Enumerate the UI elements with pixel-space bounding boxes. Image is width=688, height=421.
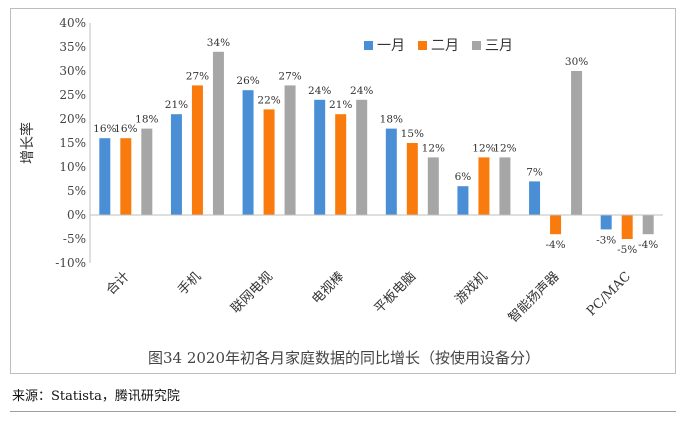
bottom-divider <box>10 411 676 412</box>
data-label: 34% <box>207 37 230 49</box>
bar <box>550 215 562 235</box>
bar <box>529 181 541 215</box>
data-label: 30% <box>565 56 588 68</box>
data-label: 27% <box>186 70 209 82</box>
data-label: -5% <box>617 244 637 256</box>
bar <box>242 90 254 215</box>
y-tick-label: 40% <box>59 16 86 30</box>
data-label: 21% <box>165 99 188 111</box>
data-label: 24% <box>308 85 331 97</box>
data-label: 7% <box>526 166 543 178</box>
x-tick-label: 平板电脑 <box>372 269 419 316</box>
y-tick-label: -5% <box>63 232 86 246</box>
bar <box>427 157 439 215</box>
data-label: 12% <box>493 142 516 154</box>
x-tick-label: PC/MAC <box>584 269 634 319</box>
bar <box>141 128 153 215</box>
bar <box>571 71 583 215</box>
data-label: 16% <box>93 123 116 135</box>
data-label: -4% <box>545 239 565 251</box>
x-tick-label: 手机 <box>175 269 204 298</box>
y-axis-label: 增长率 <box>19 122 36 164</box>
bar <box>499 157 511 215</box>
data-label: 21% <box>329 99 352 111</box>
data-label: 22% <box>257 94 280 106</box>
data-label: 12% <box>422 142 445 154</box>
y-tick-label: -10% <box>55 256 86 270</box>
x-tick-label: 合计 <box>104 269 133 298</box>
data-label: 12% <box>472 142 495 154</box>
bar <box>99 138 111 215</box>
y-tick-label: 10% <box>59 160 86 174</box>
bar <box>314 99 326 215</box>
y-tick-label: 35% <box>59 40 86 54</box>
bar <box>212 51 224 215</box>
y-tick-label: 30% <box>59 64 86 78</box>
data-label: 16% <box>114 123 137 135</box>
y-tick-label: 20% <box>59 112 86 126</box>
bar <box>406 143 418 215</box>
x-tick-label: 联网电视 <box>229 269 276 316</box>
bar <box>642 215 654 235</box>
y-tick-label: 25% <box>59 88 86 102</box>
legend-swatch <box>364 41 373 50</box>
data-label: 24% <box>350 85 373 97</box>
y-tick-label: 0% <box>67 208 86 222</box>
bar <box>356 99 368 215</box>
bar <box>478 157 490 215</box>
legend-label: 一月 <box>377 38 405 54</box>
x-tick-label: 游戏机 <box>453 269 491 307</box>
bar <box>385 128 397 215</box>
x-tick-label: 电视棒 <box>309 269 347 307</box>
bar <box>621 215 633 239</box>
x-tick-label: 智能扬声器 <box>506 269 563 326</box>
legend-swatch <box>472 41 481 50</box>
legend-label: 三月 <box>485 38 513 54</box>
bar <box>191 85 203 216</box>
data-label: -3% <box>596 234 616 246</box>
data-label: 18% <box>380 114 403 126</box>
chart-frame: -10% -5% 0% 5% 10% 15% 20% 25% 30% 35% 40% 增长率 16% 16… <box>10 8 676 374</box>
y-tick-label: 15% <box>59 136 86 150</box>
bar <box>120 138 132 215</box>
bar <box>457 186 469 215</box>
data-label: 26% <box>236 75 259 87</box>
legend-label: 二月 <box>431 38 459 54</box>
data-label: 27% <box>278 70 301 82</box>
data-label: 18% <box>135 114 158 126</box>
bar <box>335 114 347 215</box>
y-tick-label: 5% <box>67 184 86 198</box>
bar <box>600 215 612 230</box>
source-note: 来源：Statista，腾讯研究院 <box>12 389 180 404</box>
chart-title: 图34 2020年初各月家庭数据的同比增长（按使用设备分） <box>147 349 541 367</box>
data-label: 6% <box>455 171 472 183</box>
data-label: 15% <box>401 128 424 140</box>
bar <box>263 109 275 215</box>
bar <box>170 114 182 215</box>
legend-swatch <box>418 41 427 50</box>
bar-chart: -10% -5% 0% 5% 10% 15% 20% 25% 30% 35% 40% 增长率 16%16… <box>19 16 663 326</box>
data-label: -4% <box>638 239 658 251</box>
bar <box>284 85 296 216</box>
